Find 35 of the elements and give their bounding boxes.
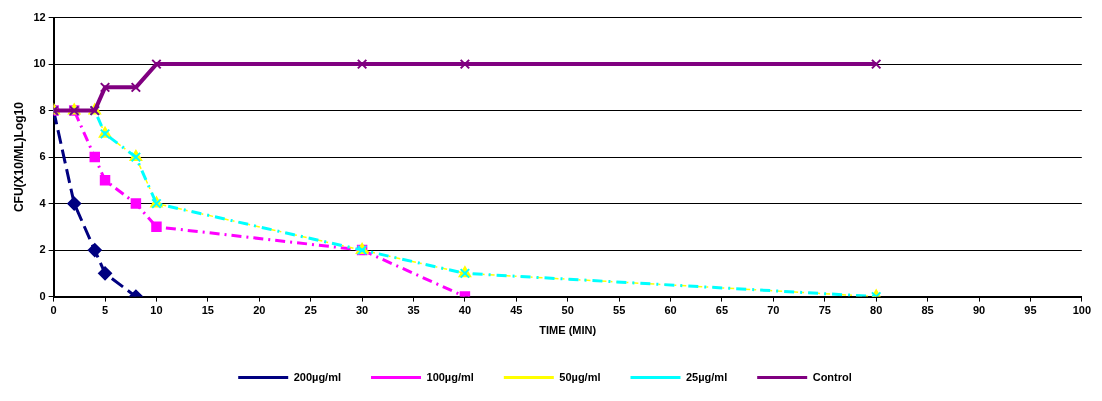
x-tick-label: 25 [304,304,317,317]
x-tick-label: 35 [407,304,420,317]
legend-label: 50µg/ml [559,370,601,383]
x-tick-label: 5 [101,304,109,317]
x-tick-label: 95 [1024,304,1037,317]
x-tick-label: 30 [355,304,369,317]
x-tick-label: 70 [767,304,780,317]
legend-label: 200µg/ml [293,370,342,383]
y-tick-label: 4 [39,196,47,209]
y-tick-label: 8 [39,103,46,116]
x-tick-label: 55 [613,304,626,317]
y-tick-label: 12 [33,10,46,23]
y-tick-label: 2 [39,243,46,256]
x-tick-label: 90 [972,304,986,317]
x-tick-label: 20 [253,304,266,317]
x-tick-label: 45 [510,304,523,317]
x-tick-label: 15 [201,304,214,317]
y-axis-title: CFU(X10/ML)Log10 [11,101,26,213]
x-tick-label: 10 [150,304,163,317]
legend-label: 100µg/ml [426,370,474,383]
y-tick-label: 0 [39,289,46,302]
x-tick-label: 80 [870,304,883,317]
x-tick-label: 40 [458,304,472,317]
y-tick-label: 10 [33,57,46,70]
x-axis-title: TIME (MIN) [539,324,597,337]
x-tick-label: 75 [818,304,831,317]
legend-label: 25µg/ml [686,370,728,383]
x-tick-label: 65 [715,304,729,317]
x-tick-label: 60 [664,304,677,317]
x-tick-label: 85 [921,304,934,317]
legend-label: Control [812,370,852,383]
y-tick-label: 6 [39,150,46,163]
x-tick-label: 100 [1072,304,1091,317]
x-tick-label: 0 [50,304,57,317]
x-tick-label: 50 [561,304,574,317]
